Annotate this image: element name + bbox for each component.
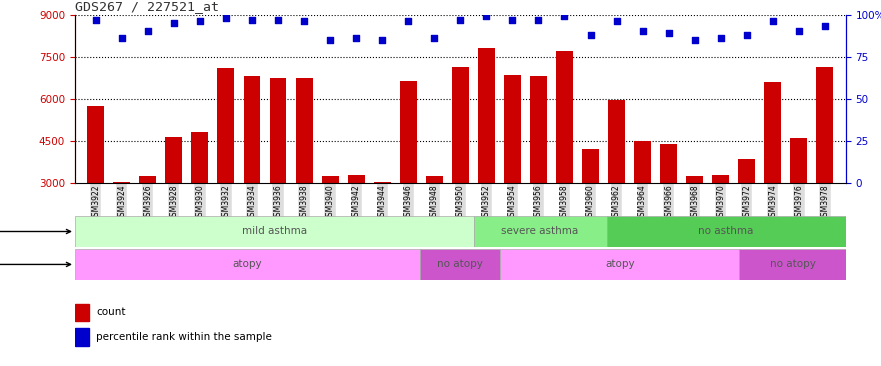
Bar (296, 78, 313, 183)
Bar (504, 75, 521, 183)
Point (740, 32, 754, 38)
Bar (75, 249, 420, 280)
Bar (713, 175, 729, 183)
Point (323, 37, 337, 43)
Point (115, 35, 129, 41)
Bar (218, 68, 234, 183)
Point (558, 14, 572, 19)
Text: atopy: atopy (233, 259, 263, 269)
Text: atopy: atopy (605, 259, 634, 269)
Bar (582, 149, 599, 183)
Point (506, 17, 520, 23)
Bar (374, 182, 390, 183)
Bar (452, 67, 469, 183)
Bar (348, 175, 365, 183)
Bar (166, 137, 182, 183)
Bar (530, 76, 547, 183)
Bar (243, 76, 261, 183)
Text: GDS267 / 227521_at: GDS267 / 227521_at (75, 0, 218, 14)
Bar (75, 303, 89, 321)
Bar (686, 176, 703, 183)
Text: no atopy: no atopy (770, 259, 816, 269)
Bar (400, 81, 417, 183)
Bar (500, 249, 739, 280)
Point (375, 37, 389, 43)
Text: mild asthma: mild asthma (241, 227, 307, 236)
Text: no asthma: no asthma (699, 227, 754, 236)
Point (688, 37, 702, 43)
Point (271, 17, 285, 23)
Point (218, 15, 233, 21)
Bar (790, 138, 807, 183)
Bar (634, 141, 651, 183)
Bar (474, 216, 606, 247)
Bar (420, 249, 500, 280)
Point (427, 35, 441, 41)
Bar (660, 144, 677, 183)
Bar (478, 48, 495, 183)
Point (245, 17, 259, 23)
Text: other: other (0, 227, 70, 236)
Text: count: count (97, 307, 126, 317)
Point (662, 30, 676, 36)
Point (479, 14, 493, 19)
Point (453, 17, 467, 23)
Point (349, 35, 363, 41)
Bar (606, 216, 846, 247)
Bar (817, 67, 833, 183)
Point (167, 20, 181, 26)
Point (610, 18, 624, 24)
Bar (75, 328, 89, 346)
Bar (87, 106, 104, 183)
Point (531, 17, 545, 23)
Point (89, 17, 103, 23)
Text: disease state: disease state (0, 259, 70, 269)
Point (766, 18, 780, 24)
Bar (270, 78, 286, 183)
Text: no atopy: no atopy (437, 259, 484, 269)
Text: severe asthma: severe asthma (501, 227, 579, 236)
Bar (765, 82, 781, 183)
Point (297, 18, 311, 24)
Bar (114, 182, 130, 183)
Bar (75, 216, 474, 247)
Point (401, 18, 415, 24)
Bar (608, 100, 625, 183)
Point (635, 29, 649, 34)
Bar (426, 176, 443, 183)
Point (792, 29, 806, 34)
Point (193, 18, 207, 24)
Bar (739, 249, 846, 280)
Text: percentile rank within the sample: percentile rank within the sample (97, 332, 272, 342)
Point (583, 32, 597, 38)
Point (714, 35, 728, 41)
Bar (139, 176, 156, 183)
Bar (738, 159, 755, 183)
Bar (191, 132, 208, 183)
Bar (556, 51, 573, 183)
Bar (322, 176, 338, 183)
Point (141, 29, 155, 34)
Point (818, 23, 832, 29)
